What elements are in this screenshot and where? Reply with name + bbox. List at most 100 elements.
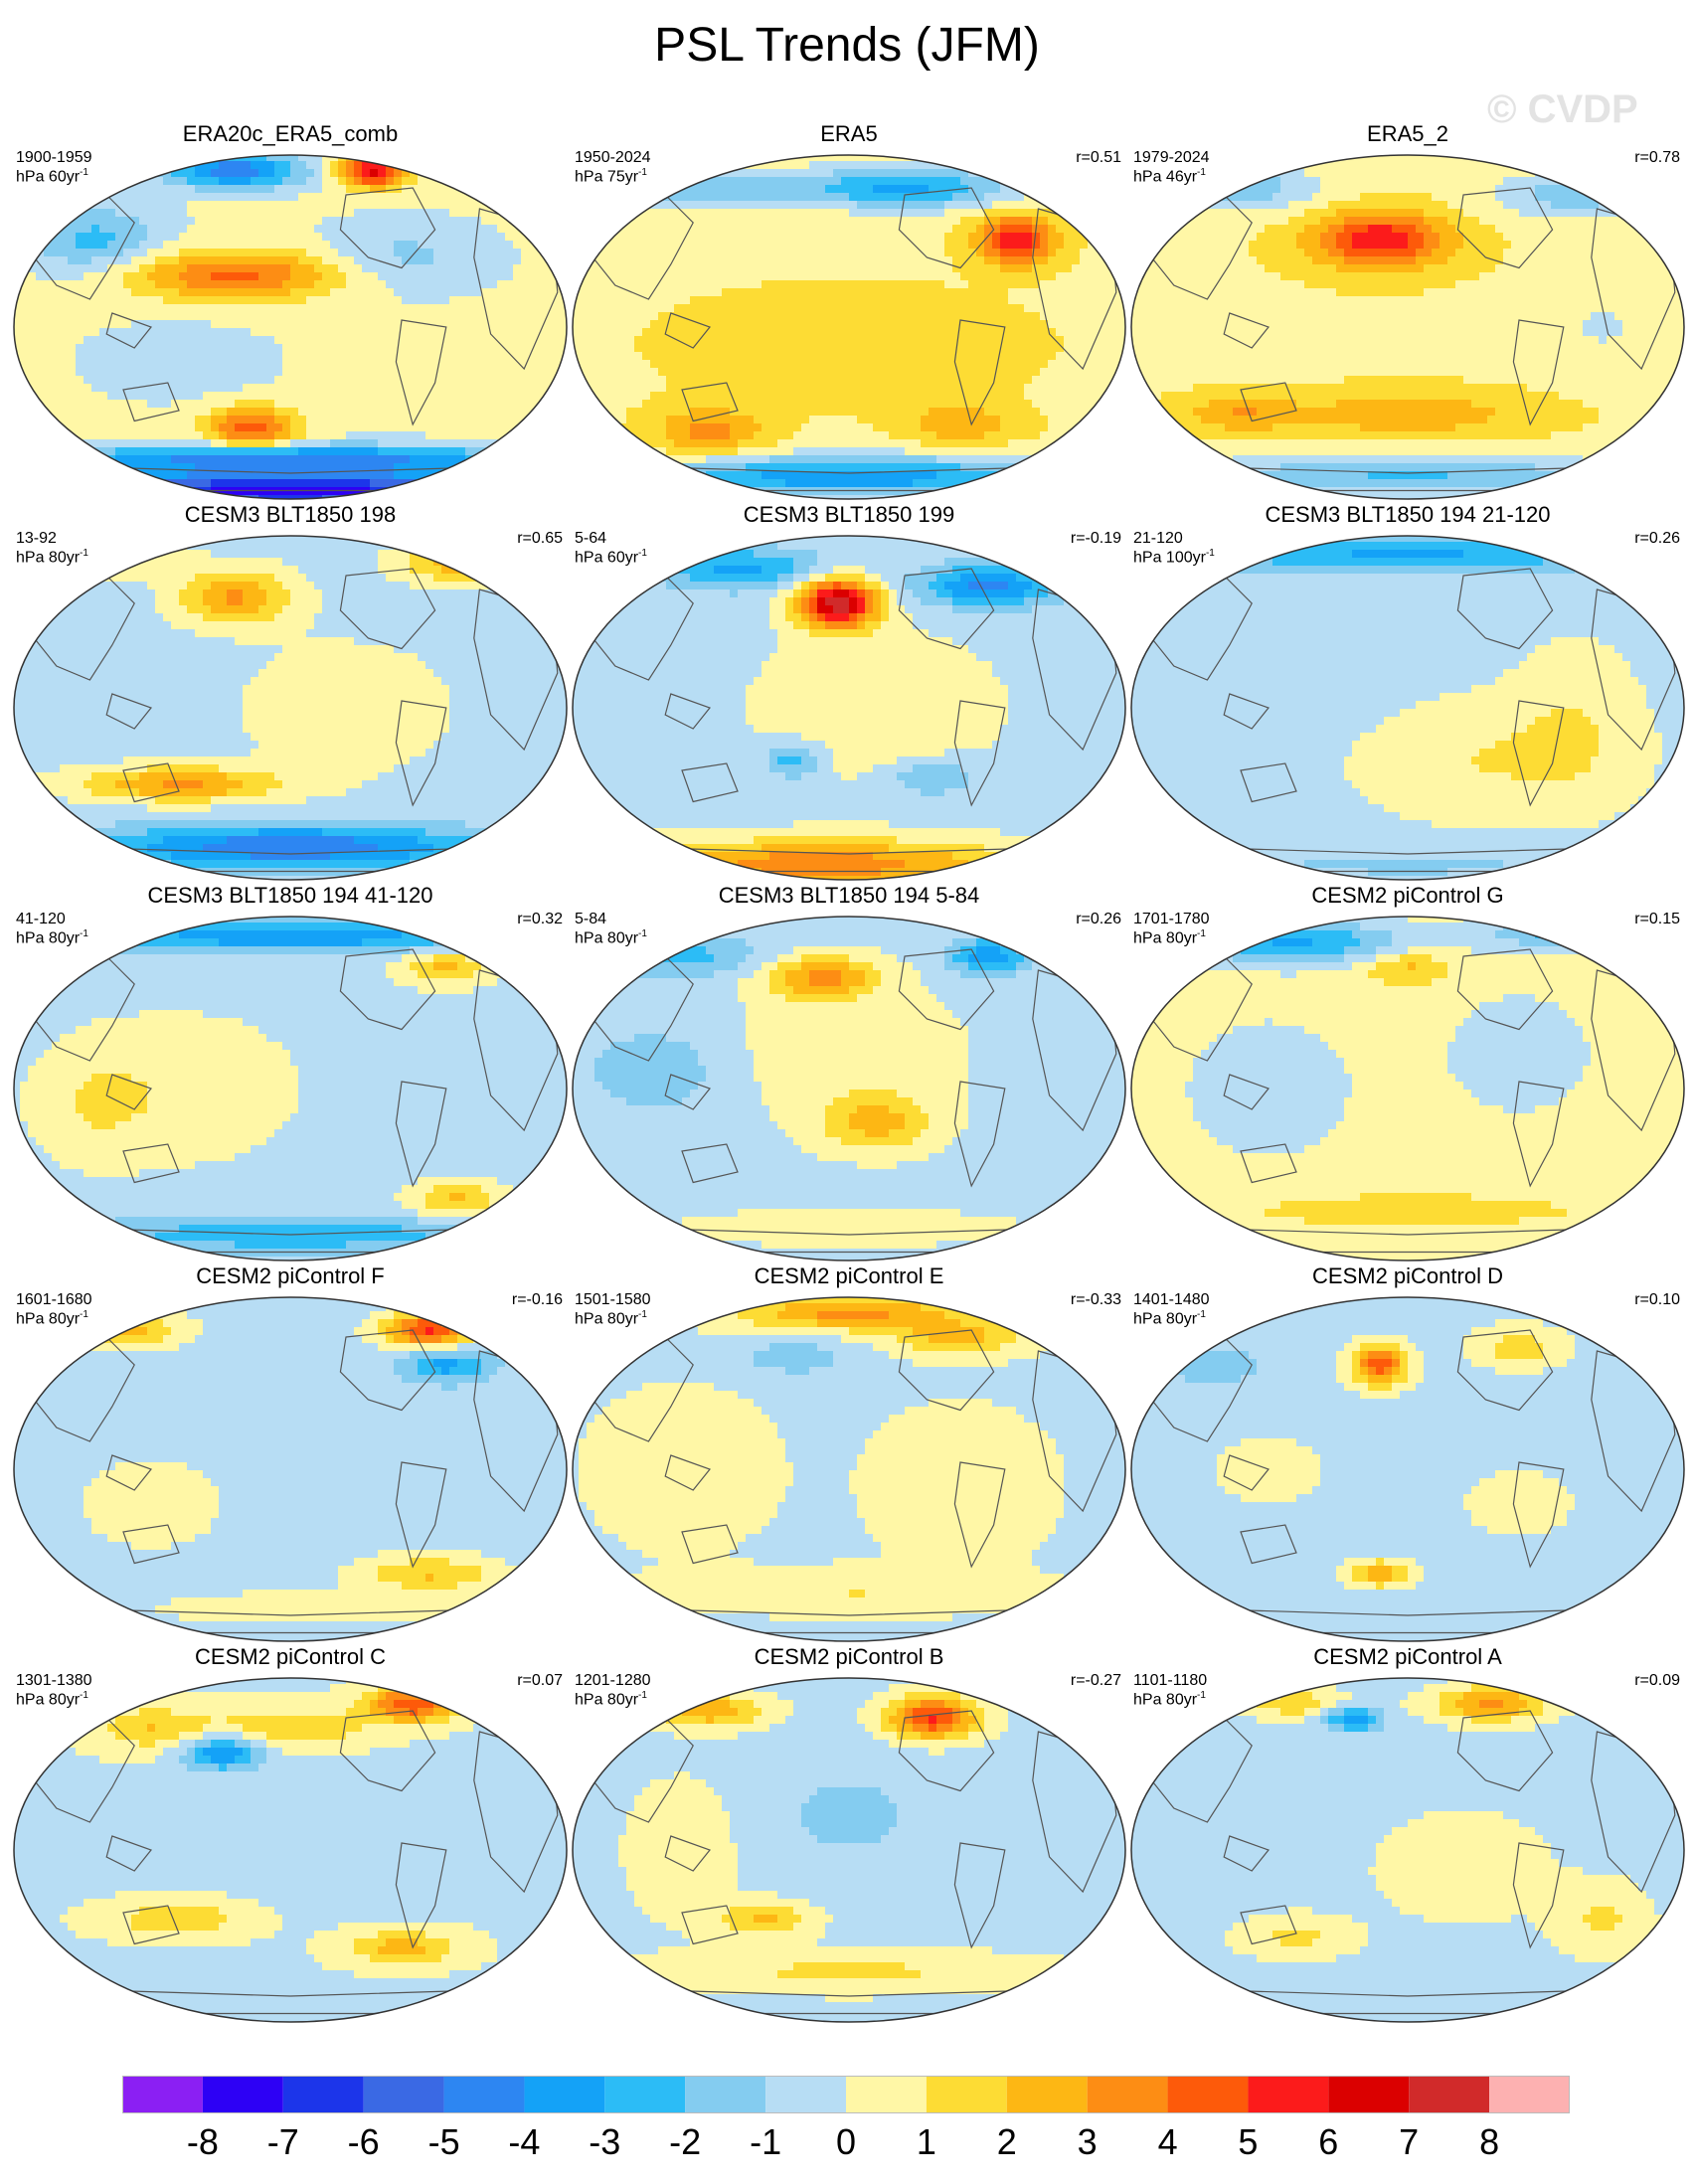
coastline [1512, 319, 1565, 426]
map-panel: CESM3 BLT1850 194 41-120 41-120 hPa 80yr-1… [12, 883, 569, 1263]
map-border [13, 535, 568, 881]
panel-unit: hPa 80yr-1 [575, 1309, 647, 1328]
map-border [13, 1677, 568, 2023]
map-panel: CESM2 piControl C 1301-1380 hPa 80yr-1 r=0.… [12, 1644, 569, 2025]
trend-map [1130, 154, 1685, 500]
coastline [1150, 1336, 1253, 1442]
panel-correlation: r=0.78 [1634, 149, 1680, 167]
panel-unit: hPa 80yr-1 [575, 928, 647, 947]
panel-period: 13-92 [16, 530, 57, 548]
panel-unit-exponent: -1 [80, 548, 88, 559]
watermark: © CVDP [1487, 87, 1638, 132]
coastline [664, 1074, 711, 1110]
colorbar-tick-label: 8 [1479, 2121, 1499, 2163]
coastline [592, 1717, 694, 1823]
map-border [13, 916, 568, 1261]
coastline [1512, 700, 1565, 807]
coastline [664, 1454, 711, 1491]
map-border [1130, 916, 1685, 1261]
colorbar-swatch [122, 2076, 203, 2113]
coastline [1240, 762, 1297, 803]
colorbar-swatch [604, 2076, 686, 2113]
panel-correlation: r=-0.33 [1071, 1291, 1121, 1309]
coastline [953, 1461, 1006, 1569]
map-border [1130, 1296, 1685, 1642]
panel-period: 1401-1480 [1133, 1291, 1210, 1309]
colorbar-tick-label: -8 [187, 2121, 219, 2163]
coastline [33, 1717, 135, 1823]
colorbar-tick-label: 0 [836, 2121, 856, 2163]
coastline [1456, 1710, 1554, 1792]
panel-period: 1950-2024 [575, 149, 651, 167]
map-border [13, 1296, 568, 1642]
coastline [339, 187, 436, 269]
panel-unit-exponent: -1 [1206, 548, 1215, 559]
trend-field [573, 1297, 1125, 1641]
coastline [1512, 1842, 1565, 1949]
coastline [1456, 187, 1554, 269]
map-panel: CESM3 BLT1850 194 21-120 21-120 hPa 100yr-… [1129, 502, 1686, 883]
panel-unit-base: hPa 80yr [16, 1691, 80, 1708]
map-panel: CESM3 BLT1850 194 5-84 5-84 hPa 80yr-1 r=0.… [571, 883, 1127, 1263]
coastline [1456, 948, 1554, 1031]
panel-unit-base: hPa 60yr [575, 549, 638, 566]
coastline [1223, 1454, 1270, 1491]
panel-unit-base: hPa 80yr [575, 929, 638, 946]
trend-map [1130, 535, 1685, 881]
panel-title: CESM2 piControl B [571, 1644, 1127, 1670]
trend-map [13, 535, 568, 881]
trend-map [572, 154, 1126, 500]
coastline [1512, 1461, 1565, 1569]
panel-unit: hPa 80yr-1 [1133, 1690, 1206, 1709]
map-panel: ERA5_2 1979-2024 hPa 46yr-1 r=0.78 [1129, 121, 1686, 502]
trend-map [13, 1677, 568, 2023]
map-border [1130, 1677, 1685, 2023]
coastline [953, 1842, 1006, 1949]
coastline [1512, 1081, 1565, 1188]
map-panel: CESM2 piControl E 1501-1580 hPa 80yr-1 r=-0… [571, 1263, 1127, 1644]
map-border [572, 916, 1126, 1261]
coastline [1456, 568, 1554, 650]
panel-unit-exponent: -1 [80, 167, 88, 178]
panel-title: ERA5_2 [1129, 121, 1686, 147]
coastline [1240, 382, 1297, 422]
coastline [681, 1905, 739, 1945]
coastline [339, 948, 436, 1031]
coastline [1240, 1905, 1297, 1945]
coastline [1223, 1074, 1270, 1110]
panel-title: CESM2 piControl E [571, 1263, 1127, 1289]
coastline [1150, 194, 1253, 300]
map-border [572, 154, 1126, 500]
coastline [898, 948, 995, 1031]
panel-unit: hPa 60yr-1 [16, 167, 88, 186]
colorbar-swatch [1248, 2076, 1329, 2113]
colorbar-tick-label: -2 [669, 2121, 701, 2163]
colorbar-swatch [685, 2076, 766, 2113]
panel-period: 1501-1580 [575, 1291, 651, 1309]
panel-correlation: r=-0.16 [512, 1291, 563, 1309]
coastline [1150, 1717, 1253, 1823]
coastline [592, 575, 694, 681]
panel-correlation: r=0.65 [517, 530, 563, 548]
colorbar [122, 2076, 1570, 2113]
panel-unit-base: hPa 80yr [16, 1310, 80, 1327]
colorbar-swatch [524, 2076, 605, 2113]
panel-unit: hPa 60yr-1 [575, 548, 647, 567]
coastline [33, 1336, 135, 1442]
coastline [953, 1081, 1006, 1188]
map-panel: CESM2 piControl F 1601-1680 hPa 80yr-1 r=-0… [12, 1263, 569, 1644]
colorbar-tick-label: -7 [267, 2121, 299, 2163]
panel-correlation: r=0.26 [1076, 911, 1121, 928]
trend-map [572, 1296, 1126, 1642]
coastline [122, 1905, 180, 1945]
coastline [953, 319, 1006, 426]
colorbar-swatch [926, 2076, 1007, 2113]
panel-unit: hPa 80yr-1 [16, 1690, 88, 1709]
coastline [33, 194, 135, 300]
coastline [395, 1461, 447, 1569]
panel-unit-base: hPa 80yr [16, 549, 80, 566]
panel-title: CESM3 BLT1850 194 21-120 [1129, 502, 1686, 528]
panel-period: 5-64 [575, 530, 606, 548]
colorbar-swatch [282, 2076, 364, 2113]
coastline [105, 1835, 152, 1872]
